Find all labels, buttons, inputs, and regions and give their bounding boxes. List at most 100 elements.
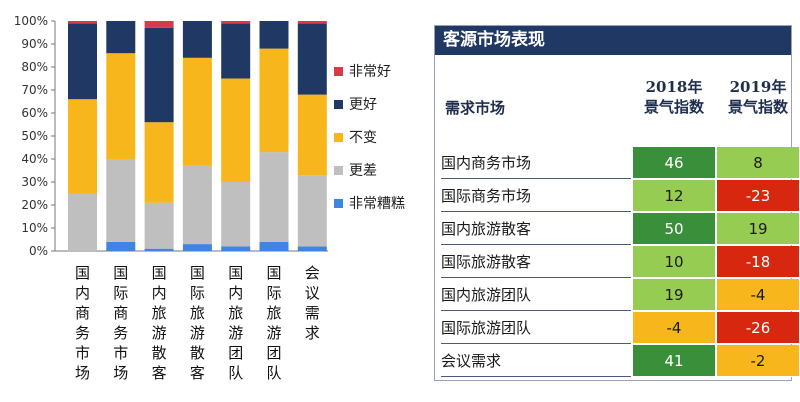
index-cell-2018: -4 [633,312,715,344]
bar-segment [144,122,174,203]
category-label: 会 [305,264,320,282]
legend-label: 不变 [349,130,377,146]
index-cell-2019: 8 [717,147,799,179]
category-label: 求 [305,324,320,342]
bar-segment [297,246,327,251]
table-rows: 国内商务市场 46 8 国际商务市场 12 -23 国内旅游散客 50 19 国际旅游散客 10 -1… [435,147,799,378]
category-label: 旅 [266,304,281,322]
table-row: 国内商务市场 46 8 [435,147,799,180]
bar-segment [68,23,97,100]
bar-segment [68,99,97,194]
category-label: 务 [113,324,128,342]
category-label: 旅 [152,304,167,322]
category-label: 团 [228,344,243,362]
category-label: 国 [190,264,205,282]
category-label: 务 [75,324,90,342]
category-label: 需 [305,304,320,322]
bar-segment [221,23,251,79]
row-name: 国内旅游团队 [441,279,631,311]
index-cell-2018: 19 [633,279,715,311]
category-label: 内 [228,284,243,302]
category-label: 队 [266,364,281,382]
category-label: 游 [266,324,281,342]
legend-swatch [334,199,343,208]
bar-segment [221,246,251,251]
category-label: 游 [228,324,243,342]
row-header-label: 需求市场 [445,99,506,117]
bar-segment [68,193,97,251]
column-header-2019: 2019年 景气指数 [717,77,799,117]
category-label: 场 [75,364,90,382]
bar-segment [106,159,136,242]
index-cell-2018: 50 [633,213,715,245]
table-row: 国际商务市场 12 -23 [435,180,799,213]
column-header-2019-line1: 2019年 [729,78,787,96]
category-label: 商 [113,304,128,322]
index-cell-2019: -18 [717,246,799,278]
category-label: 旅 [190,304,205,322]
bar-segment [106,241,136,251]
table-row: 国内旅游散客 50 19 [435,213,799,246]
column-header-2018-line2: 景气指数 [643,98,704,116]
bar-segment [182,165,212,245]
bar-segment [144,21,174,28]
column-header-2018: 2018年 景气指数 [633,77,715,117]
bars [68,21,327,251]
index-cell-2018: 46 [633,147,715,179]
category-label: 场 [113,364,128,382]
table-row: 国际旅游团队 -4 -26 [435,312,799,345]
bar-segment [259,241,289,251]
category-label: 国 [113,264,128,282]
category-label: 国 [152,264,167,282]
legend-swatch [334,166,343,175]
category-label: 团 [266,344,281,362]
category-labels: 国内商务市场 国际商务市场 国内旅游散客 国际旅游散客 国内旅游团队 国际旅游团队 会议需求 [75,264,320,382]
index-cell-2019: -23 [717,180,799,212]
bar-segment [297,94,327,176]
legend-swatch [334,67,343,76]
category-label: 际 [190,284,205,302]
index-cell-2019: -2 [717,345,799,377]
category-label: 国 [228,264,243,282]
row-name: 会议需求 [441,345,631,377]
index-cell-2018: 12 [633,180,715,212]
y-tick-label: 40% [21,152,48,166]
category-label: 际 [113,284,128,302]
category-label: 市 [113,344,128,362]
y-axis: 0% 10% 20% 30% 40% 50% 60% 70% 80% 90% 100% [14,14,328,258]
bar-segment [144,248,174,251]
table-row: 会议需求 41 -2 [435,345,799,378]
bar-segment [182,244,212,251]
column-header-2019-line2: 景气指数 [727,98,788,116]
y-tick-label: 50% [21,129,48,143]
bar-segment [182,57,212,166]
category-label: 国 [266,264,281,282]
bar-segment [297,175,327,247]
category-label: 客 [190,364,205,382]
legend-label: 非常糟糕 [349,196,405,212]
bar-segment [259,48,289,153]
y-tick-label: 0% [29,244,48,258]
table-row: 国际旅游散客 10 -18 [435,246,799,279]
legend-label: 更好 [349,97,377,113]
row-name: 国内旅游散客 [441,213,631,245]
category-label: 商 [75,304,90,322]
category-label: 客 [152,364,167,382]
row-name: 国内商务市场 [441,147,631,179]
category-label: 游 [190,324,205,342]
index-cell-2019: -4 [717,279,799,311]
y-tick-label: 60% [21,106,48,120]
bar-segment [144,202,174,249]
row-name: 国际商务市场 [441,180,631,212]
bar-segment [221,182,251,247]
category-label: 议 [305,284,320,302]
legend-swatch [334,133,343,142]
category-label: 旅 [228,304,243,322]
category-label: 内 [152,284,167,302]
bar-segment [144,27,174,123]
y-tick-label: 10% [21,221,48,235]
index-cell-2019: -26 [717,312,799,344]
category-label: 散 [152,344,167,362]
legend-swatch [334,100,343,109]
